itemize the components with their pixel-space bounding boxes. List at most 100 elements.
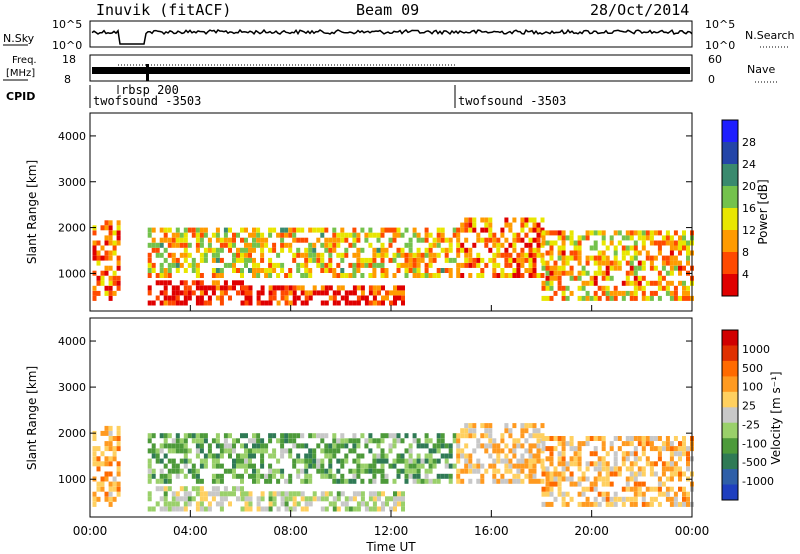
velocity-cell xyxy=(236,486,240,492)
velocity-cell xyxy=(211,473,216,479)
velocity-cell xyxy=(440,443,445,449)
power-cell xyxy=(272,227,277,233)
power-cell xyxy=(504,262,509,268)
velocity-cell xyxy=(240,491,245,497)
power-cell xyxy=(448,237,453,243)
velocity-cell xyxy=(304,458,309,464)
velocity-cell xyxy=(276,438,281,444)
velocity-cell xyxy=(356,438,361,444)
velocity-cell xyxy=(348,438,353,444)
velocity-cell xyxy=(424,438,429,444)
power-cell xyxy=(211,285,216,291)
velocity-cell xyxy=(396,438,401,444)
power-cell xyxy=(665,235,670,241)
power-cell xyxy=(151,237,156,243)
power-cell xyxy=(448,268,453,273)
y-tick-label: 4000 xyxy=(58,130,86,143)
power-cell xyxy=(400,262,405,268)
power-cell xyxy=(236,268,240,273)
power-cell xyxy=(686,295,690,301)
velocity-cell xyxy=(207,448,212,454)
velocity-cell xyxy=(211,463,216,469)
velocity-cell xyxy=(504,453,509,459)
velocity-cell xyxy=(183,433,188,439)
velocity-cell xyxy=(637,456,642,462)
velocity-cell xyxy=(163,438,168,444)
velocity-cell xyxy=(557,486,562,492)
velocity-cell xyxy=(633,456,638,462)
power-cell xyxy=(296,237,301,243)
power-cell xyxy=(541,285,546,291)
velocity-cell xyxy=(541,441,546,447)
power-cell xyxy=(589,255,594,261)
colorbar-tick-label: 16 xyxy=(742,202,756,215)
velocity-cell xyxy=(360,468,365,474)
power-cell xyxy=(653,290,658,296)
velocity-cell xyxy=(320,468,325,474)
velocity-cell xyxy=(328,448,333,454)
freq-series-band xyxy=(92,67,690,74)
velocity-cell xyxy=(557,481,562,487)
velocity-cell xyxy=(232,448,236,454)
power-cell xyxy=(268,290,273,296)
velocity-cell xyxy=(300,496,305,502)
velocity-cell xyxy=(549,486,554,492)
velocity-cell xyxy=(219,506,224,512)
power-cell xyxy=(240,300,245,306)
velocity-cell xyxy=(436,458,441,464)
power-cell xyxy=(597,285,602,291)
power-cell xyxy=(360,227,365,233)
velocity-cell xyxy=(436,443,441,449)
power-cell xyxy=(545,270,550,276)
velocity-cell xyxy=(601,496,606,502)
power-cell xyxy=(540,257,545,263)
velocity-cell xyxy=(296,458,301,464)
power-cell xyxy=(512,237,517,243)
velocity-cell xyxy=(669,441,674,447)
power-cell xyxy=(228,247,232,253)
velocity-cell xyxy=(436,433,441,439)
velocity-cell xyxy=(385,501,389,507)
velocity-cell xyxy=(324,448,329,454)
velocity-cell xyxy=(512,423,517,429)
power-cell xyxy=(464,217,469,223)
power-cell xyxy=(589,280,594,286)
velocity-cell xyxy=(428,453,433,459)
power-cell xyxy=(356,300,361,306)
power-cell xyxy=(104,265,109,271)
power-cell xyxy=(272,290,277,296)
power-cell xyxy=(629,245,634,251)
velocity-cell xyxy=(540,458,545,464)
velocity-cell xyxy=(428,468,433,474)
power-cell xyxy=(412,257,417,263)
power-cell xyxy=(585,270,590,276)
date-title: 28/Oct/2014 xyxy=(590,1,689,19)
power-cell xyxy=(400,247,405,253)
power-cell xyxy=(541,295,546,301)
velocity-cell xyxy=(397,501,401,507)
velocity-cell xyxy=(428,438,433,444)
velocity-cell xyxy=(312,453,317,459)
power-cell xyxy=(203,232,208,238)
power-cell xyxy=(621,295,626,301)
power-cell xyxy=(344,237,349,243)
power-cell xyxy=(408,262,413,268)
velocity-cell xyxy=(400,468,405,474)
velocity-cell xyxy=(641,471,646,477)
power-cell xyxy=(444,247,449,253)
velocity-cell xyxy=(248,491,253,497)
power-cell xyxy=(368,273,373,278)
velocity-cell xyxy=(244,496,249,502)
power-cell xyxy=(284,300,289,306)
power-cell xyxy=(597,270,602,276)
velocity-cell xyxy=(248,463,252,469)
power-cell xyxy=(609,235,614,241)
power-cell xyxy=(549,240,554,246)
velocity-cell xyxy=(476,443,481,449)
velocity-cell xyxy=(187,448,192,454)
power-cell xyxy=(678,240,682,246)
power-cell xyxy=(528,273,533,278)
velocity-cell xyxy=(617,496,622,502)
velocity-cell xyxy=(380,463,385,469)
